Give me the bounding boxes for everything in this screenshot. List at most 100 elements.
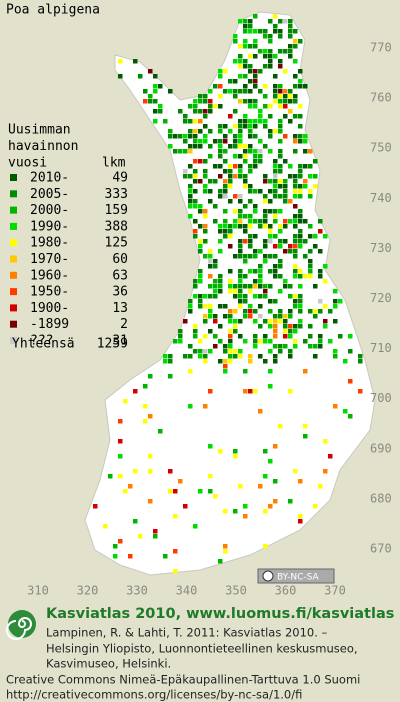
record-square (263, 509, 268, 514)
record-square (273, 244, 278, 249)
record-square (273, 24, 278, 29)
record-square (358, 389, 363, 394)
record-square (248, 124, 253, 129)
legend-swatch (10, 337, 17, 344)
record-square (323, 324, 328, 329)
record-square (248, 224, 253, 229)
record-square (283, 319, 288, 324)
record-square (278, 59, 283, 64)
record-square (243, 274, 248, 279)
record-square (203, 139, 208, 144)
record-square (243, 254, 248, 259)
record-square (193, 144, 198, 149)
record-square (258, 224, 263, 229)
record-square (258, 269, 263, 274)
record-square (213, 84, 218, 89)
record-square (143, 404, 148, 409)
record-square (263, 449, 268, 454)
record-square (238, 74, 243, 79)
record-square (183, 139, 188, 144)
record-square (318, 339, 323, 344)
record-square (283, 104, 288, 109)
record-square (293, 84, 298, 89)
record-square (293, 234, 298, 239)
record-square (268, 54, 273, 59)
record-square (333, 354, 338, 359)
record-square (308, 334, 313, 339)
record-square (168, 134, 173, 139)
record-square (323, 234, 328, 239)
record-square (208, 329, 213, 334)
record-square (218, 449, 223, 454)
record-square (273, 324, 278, 329)
record-square (253, 339, 258, 344)
record-square (223, 509, 228, 514)
record-square (313, 184, 318, 189)
record-square (298, 304, 303, 309)
record-square (238, 54, 243, 59)
record-square (248, 119, 253, 124)
record-square (348, 349, 353, 354)
record-square (358, 354, 363, 359)
record-square (293, 304, 298, 309)
record-square (223, 134, 228, 139)
record-square (263, 119, 268, 124)
record-square (278, 19, 283, 24)
legend-swatch (10, 271, 17, 279)
record-square (218, 154, 223, 159)
legend-label: 1980- (30, 236, 69, 251)
record-square (208, 349, 213, 354)
record-square (228, 334, 233, 339)
record-square (103, 524, 108, 529)
record-square (348, 414, 353, 419)
record-square (243, 229, 248, 234)
record-square (238, 19, 243, 24)
record-square (218, 304, 223, 309)
record-square (218, 194, 223, 199)
footer-heading: Kasviatlas 2010, www.luomus.fi/kasviatla… (46, 606, 394, 622)
record-square (323, 279, 328, 284)
record-square (288, 244, 293, 249)
record-square (263, 54, 268, 59)
record-square (253, 204, 258, 209)
legend-swatch (10, 206, 17, 214)
record-square (298, 174, 303, 179)
record-square (273, 359, 278, 364)
record-square (208, 489, 213, 494)
record-square (258, 264, 263, 269)
record-square (278, 424, 283, 429)
record-square (218, 139, 223, 144)
record-square (203, 124, 208, 129)
record-square (308, 149, 313, 154)
record-square (208, 189, 213, 194)
record-square (293, 194, 298, 199)
record-square (213, 259, 218, 264)
record-square (283, 189, 288, 194)
record-square (188, 204, 193, 209)
record-square (288, 199, 293, 204)
record-square (223, 209, 228, 214)
legend-label: 2000- (30, 203, 69, 218)
record-square (253, 319, 258, 324)
record-square (278, 104, 283, 109)
record-square (288, 314, 293, 319)
record-square (198, 239, 203, 244)
record-square (278, 154, 283, 159)
record-square (198, 139, 203, 144)
record-square (268, 254, 273, 259)
record-square (253, 209, 258, 214)
record-square (198, 489, 203, 494)
record-square (273, 14, 278, 19)
record-square (293, 264, 298, 269)
record-square (238, 214, 243, 219)
record-square (263, 474, 268, 479)
record-square (253, 104, 258, 109)
record-square (268, 299, 273, 304)
legend-label: 1960- (30, 268, 69, 283)
record-square (153, 534, 158, 539)
record-square (293, 269, 298, 274)
record-square (273, 329, 278, 334)
record-square (238, 134, 243, 139)
